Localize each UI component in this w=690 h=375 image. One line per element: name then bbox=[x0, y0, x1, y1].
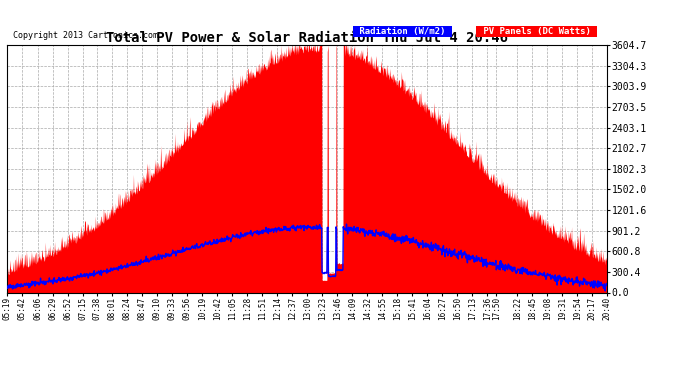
Text: Copyright 2013 Cartronics.com: Copyright 2013 Cartronics.com bbox=[13, 31, 158, 40]
Text: Radiation (W/m2): Radiation (W/m2) bbox=[354, 27, 451, 36]
Title: Total PV Power & Solar Radiation Thu Jul 4 20:46: Total PV Power & Solar Radiation Thu Jul… bbox=[106, 31, 508, 45]
Text: PV Panels (DC Watts): PV Panels (DC Watts) bbox=[477, 27, 595, 36]
